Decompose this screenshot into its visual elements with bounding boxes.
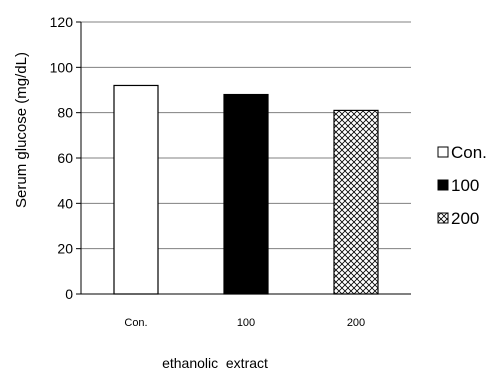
y-tick-label: 20: [57, 241, 73, 257]
bar-100: [223, 93, 269, 295]
y-tick-label: 100: [50, 59, 74, 75]
legend-swatch: [437, 179, 449, 191]
y-tick-label: 80: [57, 105, 73, 121]
legend-label: Con.: [451, 143, 487, 162]
x-tick-label: Con.: [124, 317, 147, 329]
legend-swatch: [437, 212, 449, 224]
y-tick-label: 40: [57, 195, 73, 211]
bar-con: [113, 84, 159, 295]
bar-200: [333, 109, 379, 295]
legend-swatch: [437, 146, 449, 158]
y-tick-label: 0: [65, 286, 73, 302]
legend-label: 100: [451, 176, 479, 195]
y-axis-label: Serum glucose (mg/dL): [13, 52, 30, 208]
y-tick-label: 60: [57, 150, 73, 166]
x-tick-label: 200: [347, 317, 365, 329]
x-axis-label: ethanolic extract: [162, 355, 268, 371]
y-tick-label: 120: [50, 14, 74, 30]
x-tick-label: 100: [237, 317, 255, 329]
legend: Con. 100 200: [437, 143, 487, 228]
tick-labels: 0 20 40 60 80 100 120 Con. 100 200: [50, 14, 366, 329]
legend-label: 200: [451, 209, 479, 228]
bars: [113, 84, 379, 295]
